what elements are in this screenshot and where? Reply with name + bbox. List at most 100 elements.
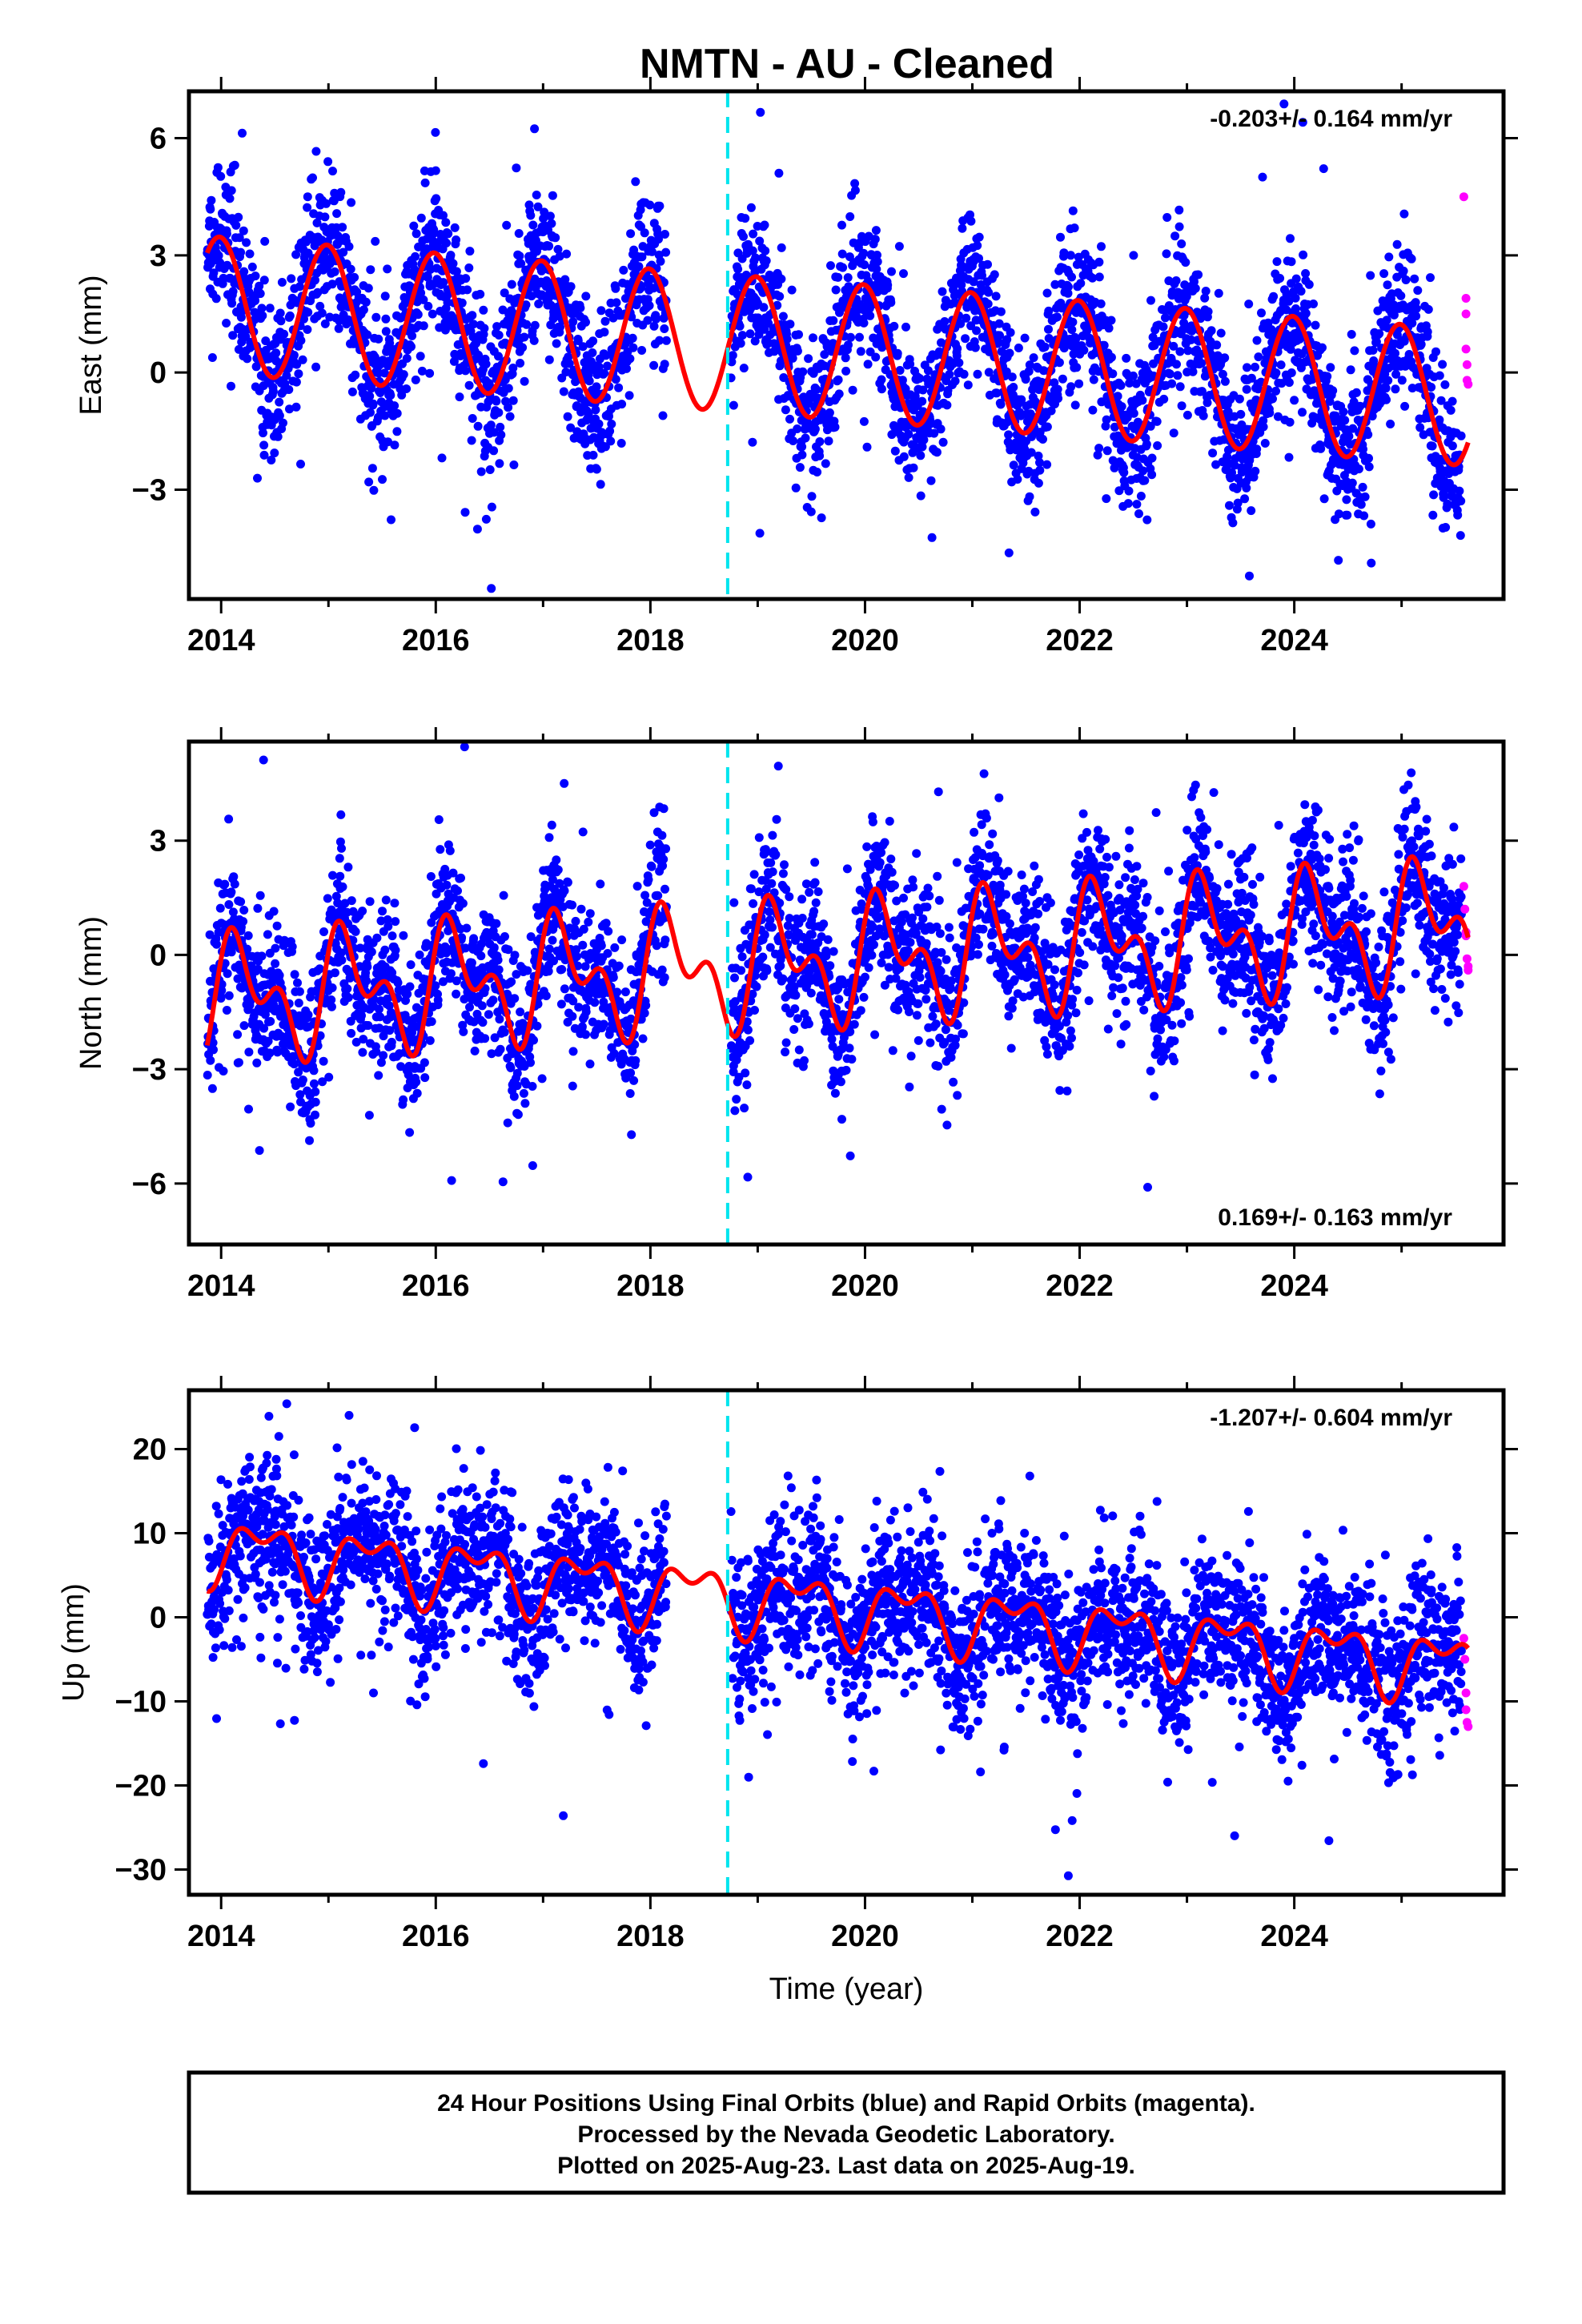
final-point <box>1354 464 1363 474</box>
final-point <box>267 456 276 464</box>
rapid-point <box>1461 344 1471 354</box>
final-point <box>277 278 287 287</box>
final-point <box>1129 408 1138 418</box>
final-point <box>259 275 269 285</box>
final-point <box>1152 416 1162 426</box>
final-point <box>661 884 669 894</box>
final-point <box>841 353 850 363</box>
final-point <box>520 332 529 342</box>
final-point <box>727 357 737 367</box>
final-point <box>419 321 428 331</box>
final-point <box>560 275 570 284</box>
final-point <box>1174 222 1184 231</box>
final-point <box>406 960 416 970</box>
final-point <box>408 331 417 340</box>
final-point <box>877 375 886 384</box>
final-point <box>257 951 267 961</box>
final-point <box>311 1110 319 1120</box>
final-point <box>537 290 547 300</box>
final-point <box>846 332 855 342</box>
final-point <box>600 316 610 326</box>
final-point <box>285 311 295 320</box>
final-point <box>1124 486 1134 496</box>
final-point <box>239 1021 249 1031</box>
final-point <box>1177 401 1186 411</box>
final-point <box>860 260 869 270</box>
final-point <box>614 383 624 392</box>
final-point <box>211 294 221 304</box>
final-point <box>1162 249 1171 259</box>
final-point <box>279 329 289 339</box>
final-point <box>298 355 307 364</box>
final-point <box>1030 507 1040 517</box>
final-point <box>1379 269 1389 279</box>
final-point <box>1438 360 1447 369</box>
final-point <box>825 408 834 417</box>
final-point <box>940 317 950 326</box>
final-point <box>652 314 661 324</box>
final-point <box>255 1146 264 1156</box>
final-point <box>295 987 304 996</box>
final-point <box>1456 531 1465 541</box>
final-point <box>502 220 512 230</box>
final-point <box>1147 453 1157 463</box>
final-point <box>291 377 301 387</box>
final-point <box>1298 408 1307 417</box>
final-point <box>411 375 420 384</box>
final-point <box>793 346 802 356</box>
final-point <box>243 931 253 940</box>
final-point <box>526 211 536 220</box>
final-point <box>1158 322 1168 332</box>
final-point <box>368 399 378 408</box>
final-point <box>628 333 637 343</box>
final-point <box>212 939 221 949</box>
final-point <box>467 436 476 445</box>
final-point <box>480 324 489 333</box>
final-point <box>465 247 475 256</box>
final-point <box>626 229 636 239</box>
final-point <box>544 833 554 842</box>
final-point <box>450 223 460 232</box>
final-point <box>461 274 471 283</box>
final-point <box>797 450 807 460</box>
final-point <box>812 385 821 394</box>
final-point <box>584 376 594 386</box>
final-point <box>347 1028 356 1038</box>
final-point <box>1216 328 1226 338</box>
final-point <box>522 320 532 329</box>
final-point <box>1386 420 1395 428</box>
final-point <box>519 1088 528 1098</box>
final-point <box>555 251 564 261</box>
final-point <box>1309 300 1318 308</box>
final-point <box>236 897 246 907</box>
final-point <box>532 1021 542 1031</box>
final-point <box>1153 441 1162 450</box>
final-point <box>287 942 297 951</box>
final-point <box>963 380 973 390</box>
final-point <box>266 1016 275 1026</box>
final-point <box>831 285 841 295</box>
final-point <box>612 987 622 997</box>
final-point <box>576 904 586 914</box>
y-tick-label: 0 <box>150 356 167 390</box>
final-point <box>462 923 472 933</box>
x-tick-label: 2018 <box>616 624 685 657</box>
final-point <box>259 450 269 460</box>
final-point <box>412 229 421 239</box>
final-point <box>585 1059 595 1069</box>
final-point <box>916 451 926 460</box>
final-point <box>1170 231 1180 241</box>
final-point <box>500 288 509 298</box>
final-point <box>1094 272 1104 282</box>
final-point <box>1368 345 1378 355</box>
final-point <box>343 862 353 872</box>
final-point <box>791 483 801 493</box>
final-point <box>1334 556 1343 565</box>
final-point <box>251 271 260 281</box>
final-point <box>1123 499 1133 509</box>
final-point <box>412 1088 422 1098</box>
final-point <box>358 907 367 916</box>
final-point <box>983 300 993 308</box>
final-point <box>953 344 962 353</box>
final-point <box>909 463 918 472</box>
